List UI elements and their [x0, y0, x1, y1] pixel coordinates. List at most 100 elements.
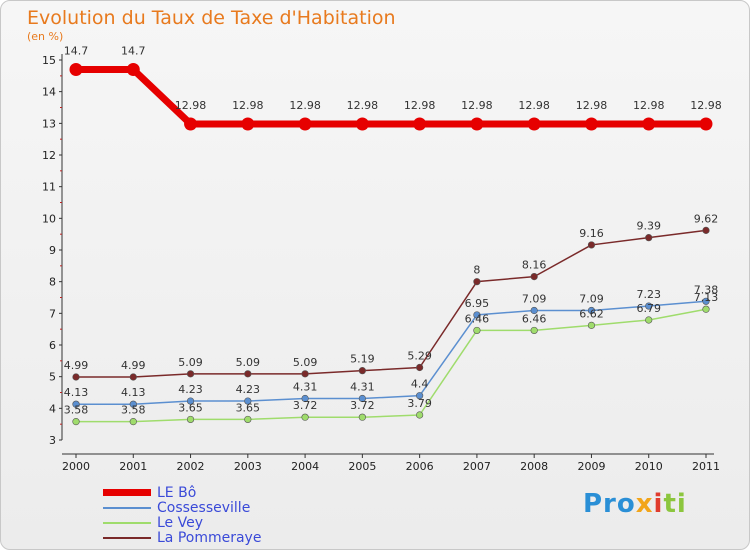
y-tick-label: 13 — [42, 117, 56, 130]
y-tick-label: 5 — [49, 371, 56, 384]
data-point — [184, 117, 198, 131]
data-point — [416, 392, 424, 400]
data-point — [358, 413, 366, 421]
y-tick-label: 14 — [42, 86, 56, 99]
data-label: 6.79 — [636, 302, 661, 315]
data-point — [298, 117, 312, 131]
data-point — [241, 117, 255, 131]
data-point — [244, 370, 252, 378]
data-label: 14.7 — [121, 45, 146, 58]
legend-item: La Pommeraye — [103, 529, 262, 546]
y-tick-label: 8 — [49, 276, 56, 289]
y-tick-label: 10 — [42, 212, 56, 225]
data-label: 5.29 — [407, 349, 432, 362]
data-point — [584, 117, 598, 131]
data-point — [301, 413, 309, 421]
series-line-1 — [76, 300, 707, 405]
data-point — [358, 367, 366, 375]
series-line-3 — [76, 229, 707, 378]
data-label: 5.19 — [350, 353, 375, 366]
data-point — [72, 418, 80, 426]
data-label: 7.13 — [694, 291, 719, 304]
data-label: 4.23 — [178, 383, 203, 396]
data-label: 6.46 — [522, 312, 547, 325]
data-label: 5.09 — [293, 356, 318, 369]
data-label: 3.58 — [121, 404, 146, 417]
data-label: 12.98 — [404, 99, 436, 112]
data-label: 4.99 — [64, 359, 89, 372]
x-tick-label: 2009 — [577, 460, 605, 473]
data-point — [129, 400, 137, 408]
legend-item: Cossesseville — [103, 499, 261, 516]
x-tick-label: 2006 — [406, 460, 434, 473]
chart-legend: LE Bô Cossesseville Le Vey La Pommeraye — [103, 485, 262, 546]
data-point — [416, 363, 424, 372]
data-point — [530, 326, 538, 335]
legend-label: La Pommeraye — [157, 529, 262, 546]
data-label: 7.38 — [694, 283, 719, 296]
data-label: 5.09 — [236, 356, 261, 369]
data-point — [186, 415, 195, 424]
legend-swatch — [103, 536, 151, 539]
data-point — [69, 63, 83, 76]
x-tick-label: 2011 — [692, 460, 720, 473]
data-point — [355, 117, 369, 131]
x-tick-label: 2008 — [520, 460, 548, 473]
legend-item: Le Vey — [103, 514, 261, 531]
data-point — [645, 234, 653, 242]
data-label: 4.99 — [121, 359, 146, 372]
data-label: 3.72 — [350, 399, 375, 412]
y-tick-label: 15 — [42, 54, 56, 67]
logo-part-3: i — [653, 489, 664, 519]
legend-label: Cossesseville — [157, 499, 251, 516]
data-label: 4.31 — [293, 381, 318, 394]
y-tick-label: 9 — [49, 244, 56, 257]
data-label: 3.58 — [64, 404, 89, 417]
legend-item: LE Bô — [103, 485, 261, 501]
logo-part-2: x — [635, 489, 654, 519]
data-label: 4.31 — [350, 381, 375, 394]
legend-swatch — [103, 521, 151, 524]
data-label: 3.65 — [178, 401, 203, 414]
data-label: 12.98 — [633, 99, 665, 112]
legend-swatch — [103, 506, 151, 509]
data-point — [530, 273, 538, 281]
x-tick-label: 2002 — [177, 460, 205, 473]
legend-label: Le Vey — [157, 514, 204, 531]
data-point — [413, 117, 427, 131]
y-tick-label: 3 — [49, 434, 56, 447]
data-label: 6.62 — [579, 307, 604, 320]
data-label: 4.4 — [411, 378, 429, 391]
x-tick-label: 2001 — [119, 460, 147, 473]
data-point — [186, 370, 195, 378]
data-label: 3.79 — [407, 397, 432, 410]
data-label: 12.98 — [690, 99, 722, 112]
data-label: 3.72 — [293, 399, 318, 412]
data-point — [702, 305, 710, 313]
data-point — [530, 306, 538, 315]
data-point — [587, 306, 596, 315]
data-point — [645, 316, 653, 324]
data-label: 12.98 — [289, 99, 321, 112]
data-point — [301, 394, 309, 403]
data-point — [699, 117, 713, 131]
data-label: 4.13 — [64, 386, 89, 399]
y-tick-label: 11 — [42, 181, 56, 194]
data-label: 12.98 — [232, 99, 264, 112]
data-point — [587, 321, 596, 329]
data-label: 12.98 — [175, 99, 207, 112]
data-label: 9.62 — [694, 212, 719, 225]
data-point — [126, 63, 140, 76]
data-label: 5.09 — [178, 356, 203, 369]
x-tick-label: 2007 — [463, 460, 491, 473]
data-label: 8 — [473, 264, 480, 277]
data-label: 12.98 — [576, 99, 608, 112]
data-label: 3.65 — [236, 401, 261, 414]
data-label: 6.95 — [465, 297, 490, 310]
data-label: 12.98 — [518, 99, 550, 112]
data-point — [587, 241, 596, 249]
data-point — [129, 418, 137, 426]
logo-part-1: Pro — [583, 489, 636, 519]
